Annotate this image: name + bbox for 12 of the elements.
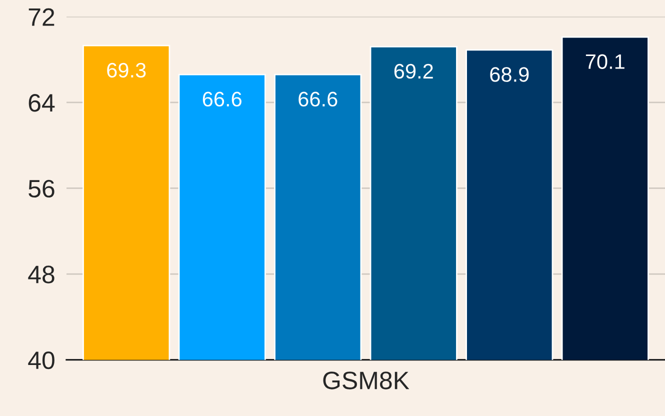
x-tick-label: GSM8K <box>323 372 410 390</box>
data-label: 69.2 <box>394 64 433 79</box>
y-tick-label: 40 <box>28 351 54 370</box>
y-tick-label: 48 <box>28 266 54 284</box>
data-label: 69.3 <box>107 62 146 78</box>
data-label: 70.1 <box>586 54 624 70</box>
data-label: 66.6 <box>202 92 242 107</box>
y-tick-label: 72 <box>28 8 54 26</box>
y-tick-label: 56 <box>28 180 54 198</box>
data-label: 66.6 <box>298 92 338 107</box>
y-tick-label: 64 <box>28 94 55 112</box>
data-label: 68.9 <box>490 67 529 82</box>
